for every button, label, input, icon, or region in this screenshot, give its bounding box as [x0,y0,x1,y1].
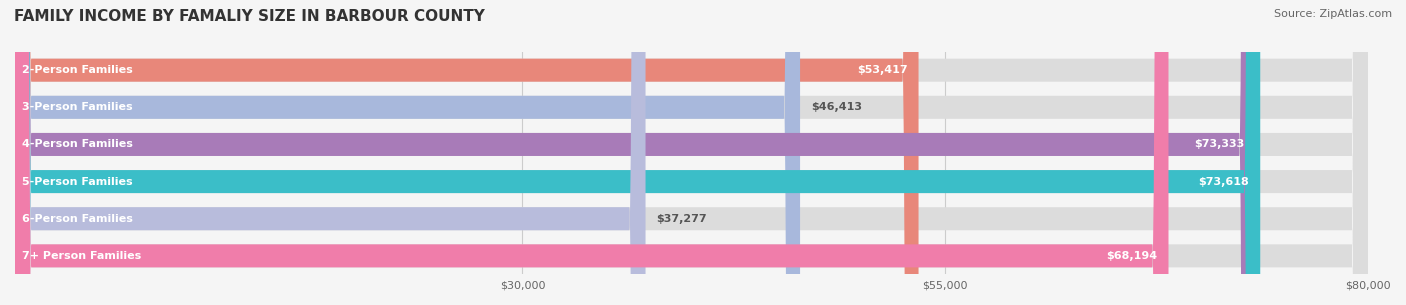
Text: 7+ Person Families: 7+ Person Families [21,251,141,261]
Text: $53,417: $53,417 [858,65,908,75]
Text: $68,194: $68,194 [1107,251,1157,261]
FancyBboxPatch shape [15,0,800,305]
Text: $37,277: $37,277 [657,214,707,224]
Text: 4-Person Families: 4-Person Families [21,139,132,149]
FancyBboxPatch shape [15,0,1260,305]
Text: 3-Person Families: 3-Person Families [21,102,132,112]
Text: 6-Person Families: 6-Person Families [21,214,132,224]
FancyBboxPatch shape [15,0,1368,305]
FancyBboxPatch shape [15,0,1368,305]
FancyBboxPatch shape [15,0,1368,305]
FancyBboxPatch shape [15,0,1368,305]
FancyBboxPatch shape [15,0,1168,305]
Text: Source: ZipAtlas.com: Source: ZipAtlas.com [1274,9,1392,19]
Text: $73,333: $73,333 [1194,139,1244,149]
FancyBboxPatch shape [15,0,645,305]
Text: FAMILY INCOME BY FAMALIY SIZE IN BARBOUR COUNTY: FAMILY INCOME BY FAMALIY SIZE IN BARBOUR… [14,9,485,24]
Text: 5-Person Families: 5-Person Families [21,177,132,187]
FancyBboxPatch shape [15,0,918,305]
FancyBboxPatch shape [15,0,1368,305]
Text: $46,413: $46,413 [811,102,862,112]
Text: $73,618: $73,618 [1199,177,1250,187]
FancyBboxPatch shape [15,0,1256,305]
FancyBboxPatch shape [15,0,1368,305]
Text: 2-Person Families: 2-Person Families [21,65,132,75]
